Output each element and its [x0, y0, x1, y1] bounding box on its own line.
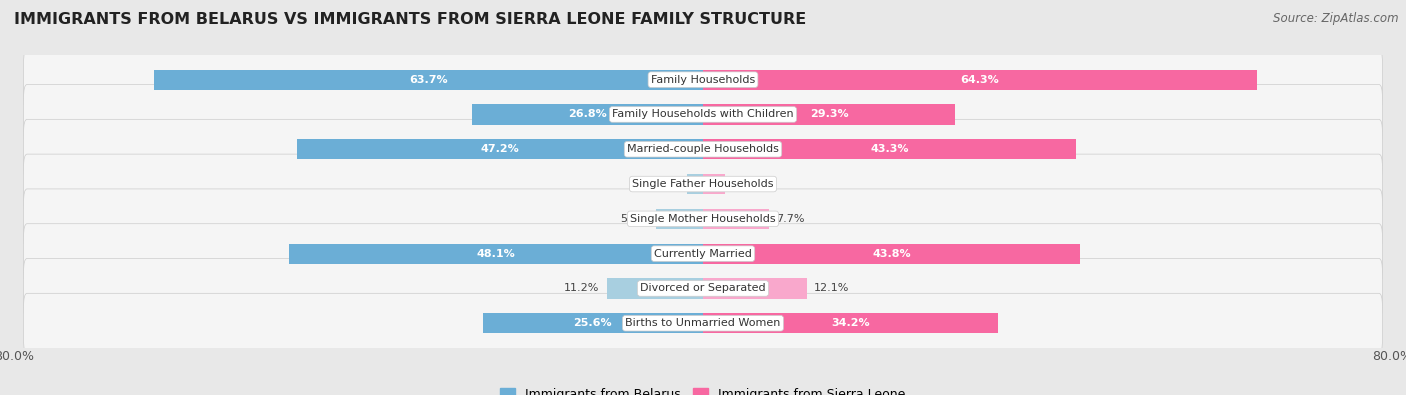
Bar [606, 278, 703, 299]
Bar [297, 139, 703, 159]
Text: 63.7%: 63.7% [409, 75, 449, 85]
FancyBboxPatch shape [24, 154, 1382, 214]
Text: IMMIGRANTS FROM BELARUS VS IMMIGRANTS FROM SIERRA LEONE FAMILY STRUCTURE: IMMIGRANTS FROM BELARUS VS IMMIGRANTS FR… [14, 12, 806, 27]
Bar [155, 70, 703, 90]
Text: 11.2%: 11.2% [564, 284, 599, 293]
Text: 5.5%: 5.5% [620, 214, 648, 224]
Bar [703, 278, 807, 299]
Text: Family Households: Family Households [651, 75, 755, 85]
Text: 48.1%: 48.1% [477, 248, 515, 259]
Bar [703, 104, 955, 124]
Text: Single Mother Households: Single Mother Households [630, 214, 776, 224]
Text: 26.8%: 26.8% [568, 109, 607, 119]
Text: 43.8%: 43.8% [872, 248, 911, 259]
Bar [472, 104, 703, 124]
Bar [703, 209, 769, 229]
Text: Births to Unmarried Women: Births to Unmarried Women [626, 318, 780, 328]
Bar [703, 70, 1257, 90]
FancyBboxPatch shape [24, 189, 1382, 249]
Text: Single Father Households: Single Father Households [633, 179, 773, 189]
Bar [703, 174, 724, 194]
Bar [288, 244, 703, 264]
FancyBboxPatch shape [24, 293, 1382, 353]
FancyBboxPatch shape [24, 85, 1382, 145]
Bar [482, 313, 703, 333]
Text: 2.5%: 2.5% [731, 179, 759, 189]
Text: 34.2%: 34.2% [831, 318, 869, 328]
Text: 29.3%: 29.3% [810, 109, 848, 119]
Bar [703, 139, 1076, 159]
Text: 64.3%: 64.3% [960, 75, 1000, 85]
FancyBboxPatch shape [24, 258, 1382, 318]
Text: Married-couple Households: Married-couple Households [627, 144, 779, 154]
Text: Currently Married: Currently Married [654, 248, 752, 259]
Text: Divorced or Separated: Divorced or Separated [640, 284, 766, 293]
Bar [655, 209, 703, 229]
Bar [703, 244, 1080, 264]
Text: Source: ZipAtlas.com: Source: ZipAtlas.com [1274, 12, 1399, 25]
Text: Family Households with Children: Family Households with Children [612, 109, 794, 119]
FancyBboxPatch shape [24, 224, 1382, 284]
FancyBboxPatch shape [24, 119, 1382, 179]
Bar [686, 174, 703, 194]
Text: 12.1%: 12.1% [814, 284, 849, 293]
Text: 47.2%: 47.2% [481, 144, 519, 154]
Legend: Immigrants from Belarus, Immigrants from Sierra Leone: Immigrants from Belarus, Immigrants from… [495, 383, 911, 395]
FancyBboxPatch shape [24, 50, 1382, 109]
Text: 1.9%: 1.9% [651, 179, 679, 189]
Text: 43.3%: 43.3% [870, 144, 908, 154]
Text: 7.7%: 7.7% [776, 214, 804, 224]
Text: 25.6%: 25.6% [574, 318, 612, 328]
Bar [703, 313, 997, 333]
